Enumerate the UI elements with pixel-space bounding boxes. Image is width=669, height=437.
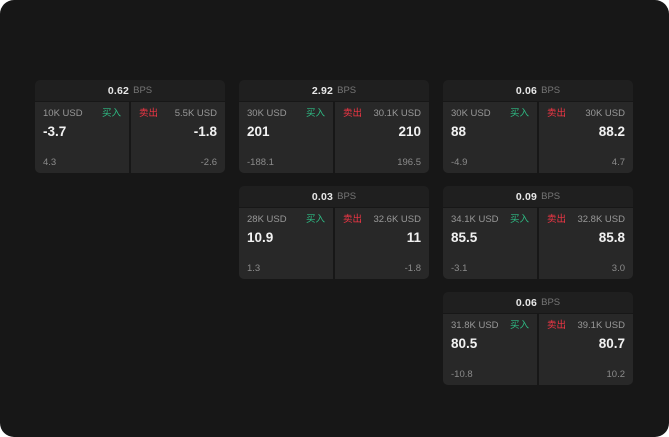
buy-amount: 28K USD [247,214,287,225]
spread-value: 2.92 [311,84,334,97]
sell-label: 卖出 [547,214,567,225]
sell-amount: 30.1K USD [373,108,421,119]
sell-label: 卖出 [343,108,363,119]
quote-card: 0.09 BPS 34.1K USD 买入 85.5 -3.1 卖出 32.8K… [443,186,633,279]
buy-amount: 30K USD [451,108,491,119]
quote-card-grid: 0.62 BPS 10K USD 买入 -3.7 4.3 卖出 5.5K USD [35,80,633,385]
buy-label: 买入 [509,214,529,225]
buy-label: 买入 [509,320,529,331]
sell-change: 196.5 [397,157,421,168]
buy-label: 买入 [101,108,121,119]
sell-change: 3.0 [611,263,625,274]
buy-amount: 31.8K USD [451,320,499,331]
buy-panel[interactable]: 34.1K USD 买入 85.5 -3.1 [443,208,537,279]
buy-panel[interactable]: 31.8K USD 买入 80.5 -10.8 [443,314,537,385]
sell-price: -1.8 [193,124,217,139]
buy-change: 1.3 [247,263,261,274]
buy-amount: 34.1K USD [451,214,499,225]
sell-label: 卖出 [547,320,567,331]
sell-price: 11 [406,230,421,245]
sell-amount: 30K USD [585,108,625,119]
spread-value: 0.06 [515,84,538,97]
sell-change: 10.2 [606,369,626,380]
sell-panel[interactable]: 卖出 32.6K USD 11 -1.8 [335,208,429,279]
sell-price: 88.2 [598,124,625,139]
sell-change: -1.8 [404,263,421,274]
quote-card: 0.06 BPS 30K USD 买入 88 -4.9 卖出 30K USD [443,80,633,173]
quote-panels: 10K USD 买入 -3.7 4.3 卖出 5.5K USD -1.8 -2.… [35,102,225,173]
buy-label: 买入 [305,108,325,119]
sell-panel[interactable]: 卖出 5.5K USD -1.8 -2.6 [131,102,225,173]
spread-header: 0.06 BPS [443,80,633,101]
quote-card: 2.92 BPS 30K USD 买入 201 -188.1 卖出 30.1K … [239,80,429,173]
buy-price: 80.5 [451,336,478,351]
buy-change: 4.3 [43,157,57,168]
buy-change: -188.1 [247,157,274,168]
quote-card: 0.62 BPS 10K USD 买入 -3.7 4.3 卖出 5.5K USD [35,80,225,173]
spread-value: 0.03 [311,190,334,203]
buy-price: 201 [247,124,270,139]
sell-panel[interactable]: 卖出 30.1K USD 210 196.5 [335,102,429,173]
buy-price: -3.7 [43,124,67,139]
quote-panels: 30K USD 买入 201 -188.1 卖出 30.1K USD 210 1… [239,102,429,173]
sell-panel[interactable]: 卖出 30K USD 88.2 4.7 [539,102,633,173]
bps-label: BPS [337,85,357,96]
buy-change: -4.9 [451,157,468,168]
buy-label: 买入 [509,108,529,119]
spread-value: 0.62 [107,84,130,97]
sell-label: 卖出 [547,108,567,119]
sell-price: 85.8 [598,230,625,245]
sell-label: 卖出 [139,108,159,119]
spread-header: 2.92 BPS [239,80,429,101]
buy-change: -10.8 [451,369,473,380]
quote-panels: 28K USD 买入 10.9 1.3 卖出 32.6K USD 11 -1.8 [239,208,429,279]
sell-amount: 32.8K USD [577,214,625,225]
bps-label: BPS [541,297,561,308]
quote-card: 0.03 BPS 28K USD 买入 10.9 1.3 卖出 32.6K US… [239,186,429,279]
quote-panels: 30K USD 买入 88 -4.9 卖出 30K USD 88.2 4.7 [443,102,633,173]
sell-label: 卖出 [343,214,363,225]
sell-price: 80.7 [598,336,625,351]
bps-label: BPS [541,191,561,202]
buy-panel[interactable]: 28K USD 买入 10.9 1.3 [239,208,333,279]
buy-price: 85.5 [451,230,478,245]
sell-panel[interactable]: 卖出 39.1K USD 80.7 10.2 [539,314,633,385]
buy-change: -3.1 [451,263,468,274]
sell-price: 210 [398,124,421,139]
quote-panels: 34.1K USD 买入 85.5 -3.1 卖出 32.8K USD 85.8… [443,208,633,279]
sell-amount: 32.6K USD [373,214,421,225]
buy-label: 买入 [305,214,325,225]
buy-price: 88 [451,124,467,139]
sell-panel[interactable]: 卖出 32.8K USD 85.8 3.0 [539,208,633,279]
spread-header: 0.09 BPS [443,186,633,207]
quote-panels: 31.8K USD 买入 80.5 -10.8 卖出 39.1K USD 80.… [443,314,633,385]
spread-value: 0.09 [515,190,538,203]
buy-amount: 10K USD [43,108,83,119]
sell-change: 4.7 [611,157,625,168]
buy-panel[interactable]: 30K USD 买入 88 -4.9 [443,102,537,173]
spread-header: 0.06 BPS [443,292,633,313]
bps-label: BPS [133,85,153,96]
buy-amount: 30K USD [247,108,287,119]
spread-value: 0.06 [515,296,538,309]
bps-label: BPS [541,85,561,96]
sell-amount: 39.1K USD [577,320,625,331]
sell-amount: 5.5K USD [174,108,217,119]
buy-price: 10.9 [247,230,274,245]
spread-header: 0.62 BPS [35,80,225,101]
sell-change: -2.6 [200,157,217,168]
quote-card: 0.06 BPS 31.8K USD 买入 80.5 -10.8 卖出 39.1… [443,292,633,385]
buy-panel[interactable]: 30K USD 买入 201 -188.1 [239,102,333,173]
bps-label: BPS [337,191,357,202]
spread-header: 0.03 BPS [239,186,429,207]
buy-panel[interactable]: 10K USD 买入 -3.7 4.3 [35,102,129,173]
